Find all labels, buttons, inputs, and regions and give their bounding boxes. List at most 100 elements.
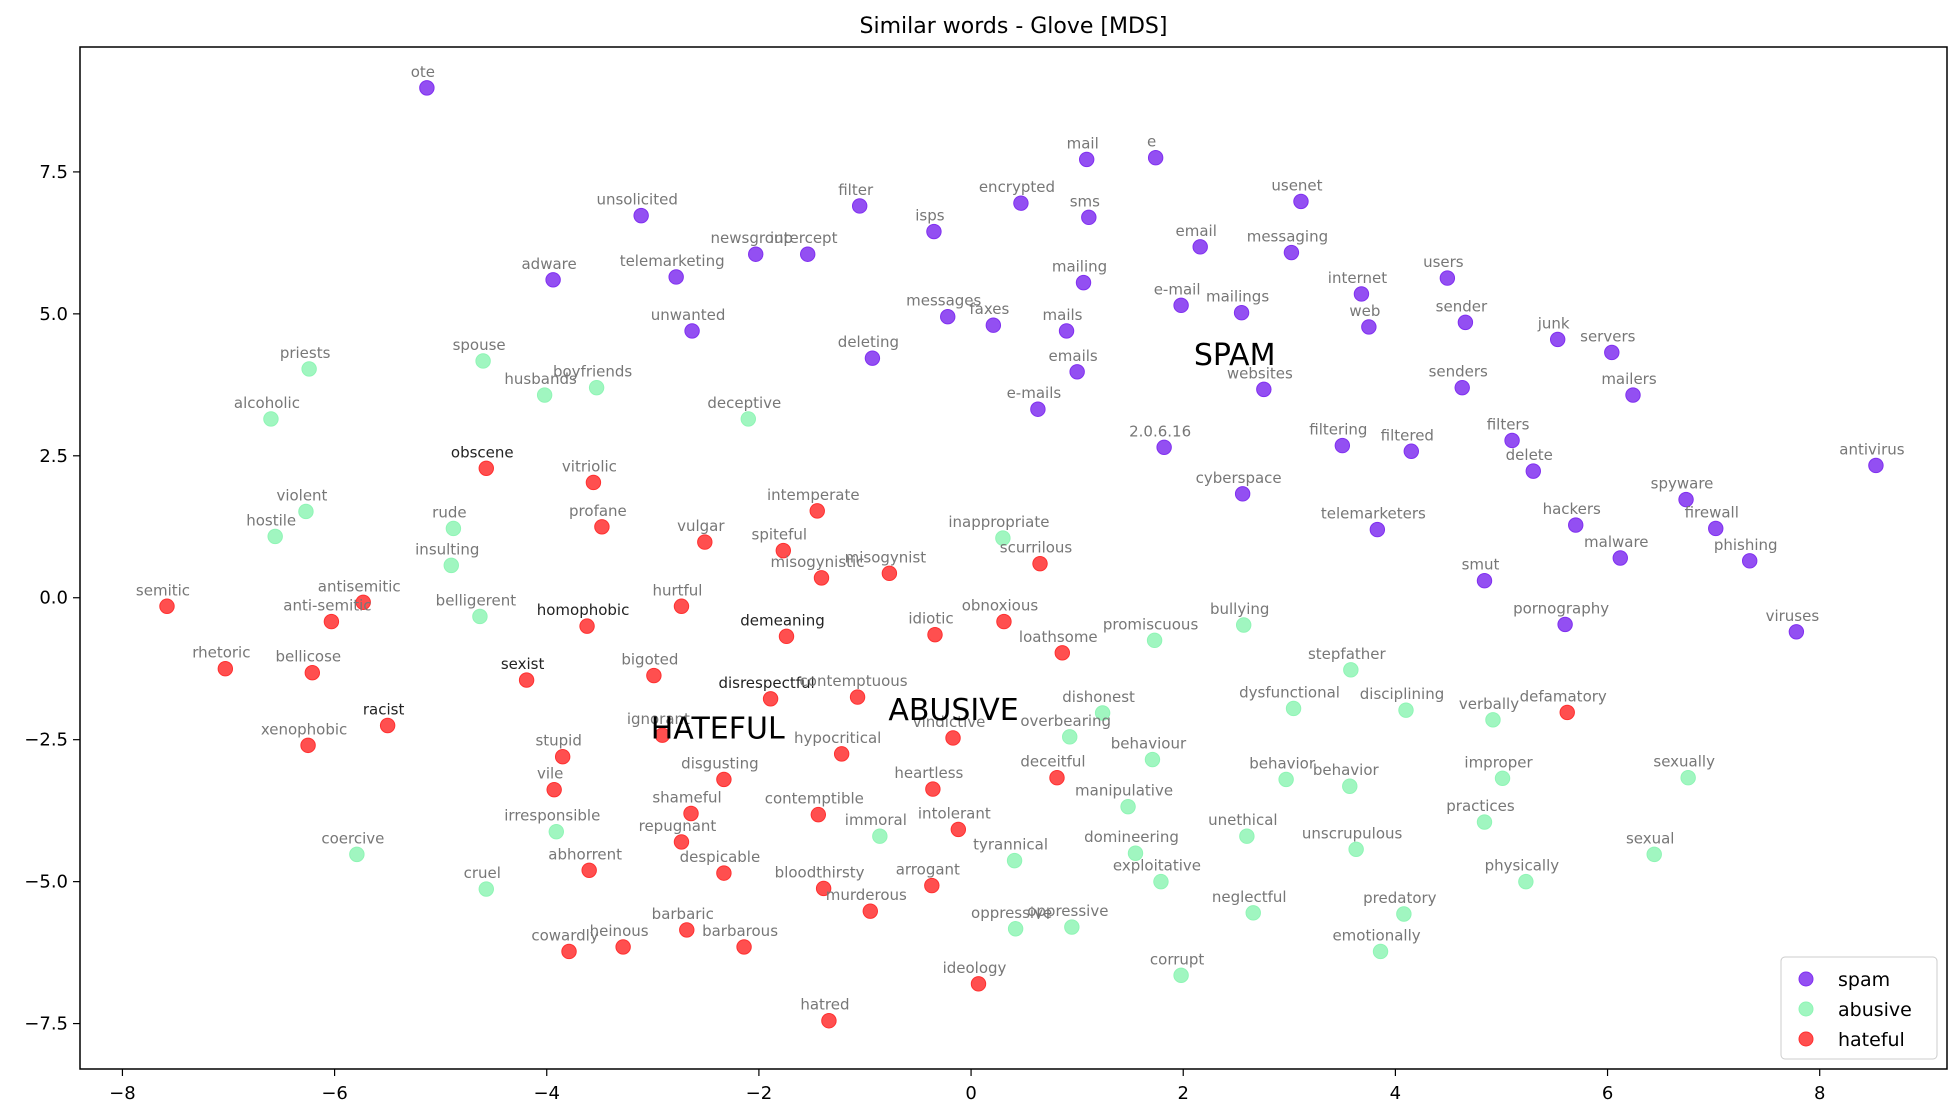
word-label: oppressive <box>971 904 1052 922</box>
word-label: isps <box>915 207 945 225</box>
abusive-point <box>1398 702 1414 718</box>
word-label: stupid <box>535 732 581 750</box>
hateful-point <box>673 834 690 850</box>
spam-point <box>1612 550 1628 566</box>
word-label: e-mails <box>1007 384 1062 402</box>
word-label: priests <box>280 344 331 362</box>
word-label: junk <box>1537 314 1570 332</box>
y-tick-label: 7.5 <box>39 162 68 183</box>
word-label: barbaric <box>652 905 714 923</box>
word-label: spouse <box>453 336 506 354</box>
hateful-point <box>323 613 340 630</box>
word-label: cyberspace <box>1196 469 1282 487</box>
word-label: vitriolic <box>562 457 617 475</box>
hateful-point <box>683 805 699 822</box>
word-label: loathsome <box>1019 628 1098 646</box>
word-label: barbarous <box>702 922 778 940</box>
abusive-point <box>1239 828 1255 844</box>
word-label: repugnant <box>639 817 717 835</box>
x-tick-label: 0 <box>965 1083 976 1104</box>
word-label: cowardly <box>531 926 598 944</box>
hateful-point <box>518 672 535 688</box>
word-label: scurrilous <box>1000 539 1073 557</box>
hateful-point <box>996 613 1012 630</box>
abusive-point <box>298 503 314 520</box>
word-label: misogynist <box>845 548 927 566</box>
abusive-point <box>1120 798 1136 815</box>
hateful-point <box>159 598 175 614</box>
hateful-point <box>585 474 602 491</box>
abusive-point <box>1127 845 1144 861</box>
word-label: telemarketers <box>1321 505 1426 523</box>
word-label: newsgroup <box>711 229 793 247</box>
word-label: physically <box>1485 857 1560 875</box>
word-label: filter <box>838 181 874 199</box>
word-label: messaging <box>1247 228 1328 246</box>
spam-point <box>1147 150 1164 166</box>
word-label: intemperate <box>767 486 860 504</box>
word-label: deceitful <box>1020 753 1085 771</box>
legend-label-spam: spam <box>1838 969 1890 991</box>
legend-marker-hateful <box>1798 1031 1814 1047</box>
abusive-point <box>740 411 757 427</box>
spam-point <box>545 272 561 288</box>
hateful-point <box>697 534 713 550</box>
abusive-point <box>1285 700 1302 717</box>
word-label: arrogant <box>896 861 960 879</box>
abusive-point <box>1144 751 1161 768</box>
y-tick-label: 5.0 <box>39 304 68 325</box>
word-label: antisemitic <box>318 577 401 595</box>
hateful-point <box>736 939 752 955</box>
spam-point <box>1525 463 1541 479</box>
cluster-labels: SPAM ABUSIVE HATEFUL <box>651 338 1276 747</box>
hateful-point <box>679 922 695 938</box>
word-label: immoral <box>845 811 907 829</box>
abusive-point <box>478 881 494 897</box>
hateful-point <box>217 661 234 677</box>
hateful-point <box>615 939 631 955</box>
x-tick-label: −2 <box>746 1083 773 1104</box>
word-label: rhetoric <box>192 644 250 662</box>
word-label: homophobic <box>537 601 630 619</box>
hateful-point <box>581 862 597 878</box>
word-label: anti-semitic <box>283 597 371 615</box>
spam-point <box>1353 286 1370 302</box>
word-label: hatred <box>800 996 849 1014</box>
hateful-point <box>815 880 832 897</box>
word-label: idiotic <box>908 610 953 628</box>
hateful-point <box>970 976 987 992</box>
spam-point <box>851 198 868 214</box>
word-label: firewall <box>1685 503 1739 521</box>
word-labels: ote mail e unsolicited filter encrypted sms use… <box>136 63 1905 1014</box>
spam-point <box>1604 344 1620 361</box>
word-label: e-mail <box>1154 280 1201 298</box>
word-label: practices <box>1446 797 1515 815</box>
y-tick-label: −7.5 <box>24 1014 68 1035</box>
word-label: overbearing <box>1020 712 1111 730</box>
word-label: stepfather <box>1308 645 1387 663</box>
abusive-point <box>445 520 462 537</box>
word-label: dysfunctional <box>1239 683 1340 701</box>
data-points <box>159 80 1884 1029</box>
spam-point <box>1454 379 1470 396</box>
legend: spam abusive hateful <box>1780 956 1938 1060</box>
hateful-point <box>673 598 690 614</box>
hateful-point <box>762 691 779 707</box>
spam-point <box>800 246 816 262</box>
spam-point <box>1476 573 1493 589</box>
word-label: sms <box>1070 192 1100 210</box>
abusive-point <box>443 557 459 574</box>
word-label: emails <box>1049 347 1098 365</box>
cluster-label: SPAM <box>1194 338 1276 373</box>
word-label: mailing <box>1052 258 1107 276</box>
word-label: semitic <box>136 581 190 599</box>
spam-point <box>1075 274 1092 291</box>
word-label: predatory <box>1363 889 1437 907</box>
hateful-point <box>716 771 732 788</box>
spam-point <box>1078 151 1095 168</box>
abusive-point <box>1342 778 1358 794</box>
spam-point <box>1030 401 1046 417</box>
word-label: misogynistic <box>771 553 865 571</box>
legend-marker-abusive <box>1798 1001 1814 1017</box>
abusive-point <box>1278 771 1294 788</box>
